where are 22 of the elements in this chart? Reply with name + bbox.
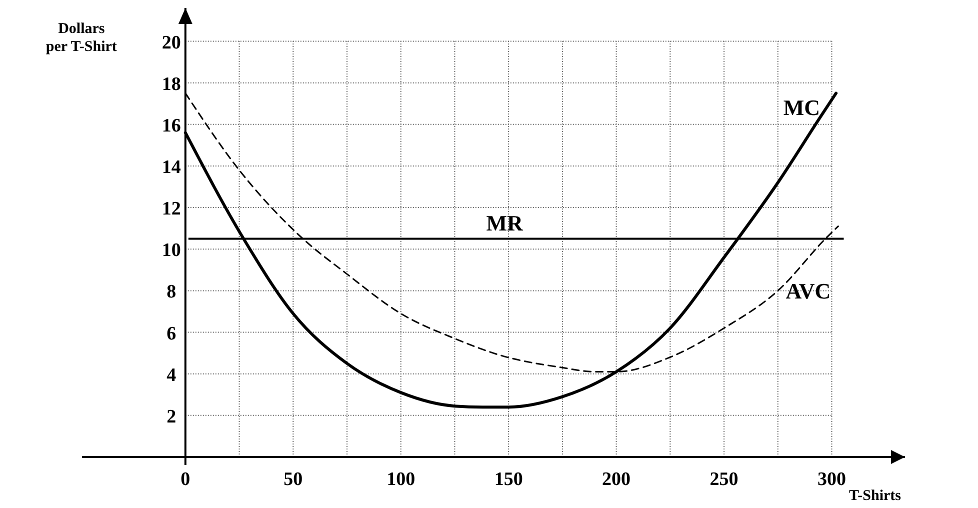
y-tick-label: 20 (162, 32, 181, 54)
x-tick-label: 200 (602, 469, 631, 490)
ref-line-label: MR (486, 210, 524, 236)
x-tick-label: 0 (180, 469, 190, 490)
y-tick-label: 10 (162, 240, 181, 262)
x-tick-label: 150 (494, 469, 523, 490)
y-tick-label: 12 (162, 198, 181, 220)
series-label: MC (783, 95, 820, 120)
y-tick-label: 14 (162, 156, 182, 178)
x-tick-label: 100 (386, 469, 416, 490)
y-tick-label: 4 (166, 364, 177, 386)
y-axis-title: Dollars per T-Shirt (46, 21, 117, 55)
x-tick-label: 50 (284, 469, 303, 490)
y-tick-label: 16 (162, 115, 181, 136)
x-axis-title: T-Shirts (849, 488, 902, 504)
y-tick-label: 6 (166, 323, 176, 344)
x-tick-label: 300 (818, 469, 846, 490)
y-tick-label: 18 (162, 74, 181, 95)
x-tick-label: 250 (710, 469, 738, 490)
y-tick-label: 2 (166, 406, 176, 428)
series-label: AVC (786, 278, 831, 304)
y-tick-label: 8 (166, 282, 176, 303)
